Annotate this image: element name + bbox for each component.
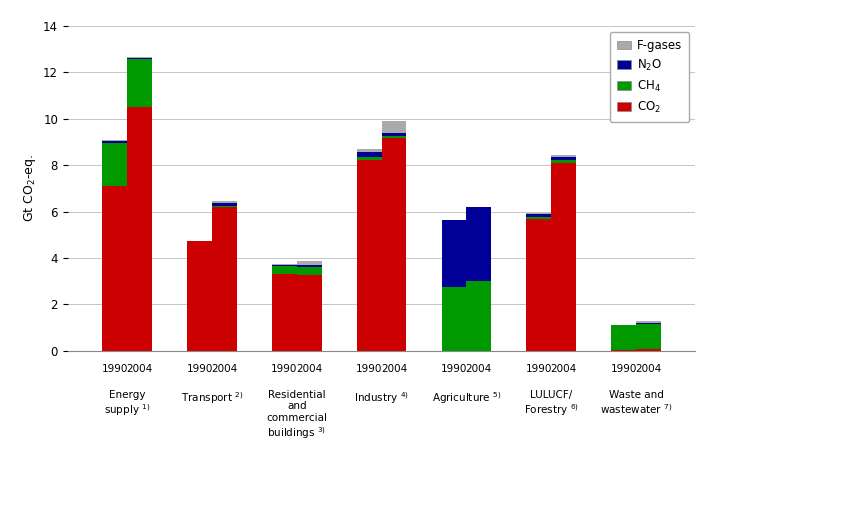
Bar bbox=[357, 152, 382, 157]
Bar bbox=[527, 217, 551, 219]
Text: 1990: 1990 bbox=[271, 364, 298, 374]
Text: LULUCF/
Forestry $^{6)}$: LULUCF/ Forestry $^{6)}$ bbox=[524, 390, 578, 418]
Bar bbox=[103, 140, 127, 141]
Text: Residential
and
commercial
buildings $^{3)}$: Residential and commercial buildings $^{… bbox=[266, 390, 327, 441]
Bar bbox=[127, 58, 152, 59]
Bar bbox=[382, 136, 406, 138]
Bar bbox=[551, 157, 576, 160]
Bar bbox=[636, 321, 661, 322]
Bar bbox=[527, 213, 551, 214]
Bar bbox=[297, 267, 321, 276]
Y-axis label: Gt CO$_2$-eq.: Gt CO$_2$-eq. bbox=[21, 154, 37, 222]
Bar bbox=[466, 207, 491, 281]
Bar bbox=[212, 206, 237, 207]
Bar bbox=[357, 160, 382, 351]
Text: 1990: 1990 bbox=[441, 364, 467, 374]
Text: Industry $^{4)}$: Industry $^{4)}$ bbox=[354, 390, 409, 406]
Bar bbox=[127, 59, 152, 107]
Bar bbox=[551, 163, 576, 351]
Bar bbox=[272, 265, 297, 266]
Bar bbox=[636, 324, 661, 349]
Text: 1990: 1990 bbox=[187, 364, 213, 374]
Bar bbox=[357, 149, 382, 152]
Bar bbox=[551, 155, 576, 157]
Bar bbox=[297, 265, 321, 267]
Text: 1990: 1990 bbox=[526, 364, 552, 374]
Bar bbox=[636, 322, 661, 324]
Bar bbox=[127, 107, 152, 351]
Bar bbox=[527, 214, 551, 217]
Legend: F-gases, N$_2$O, CH$_4$, CO$_2$: F-gases, N$_2$O, CH$_4$, CO$_2$ bbox=[610, 31, 689, 122]
Bar bbox=[212, 207, 237, 351]
Text: Waste and
wastewater $^{7)}$: Waste and wastewater $^{7)}$ bbox=[600, 390, 672, 416]
Bar bbox=[466, 281, 491, 351]
Bar bbox=[382, 138, 406, 351]
Bar bbox=[103, 186, 127, 351]
Bar bbox=[212, 203, 237, 206]
Bar bbox=[127, 57, 152, 58]
Bar bbox=[212, 201, 237, 203]
Text: 2004: 2004 bbox=[126, 364, 153, 374]
Text: 1990: 1990 bbox=[611, 364, 637, 374]
Bar bbox=[272, 264, 297, 265]
Bar bbox=[442, 220, 466, 287]
Text: 2004: 2004 bbox=[550, 364, 577, 374]
Bar bbox=[382, 133, 406, 136]
Bar bbox=[272, 266, 297, 275]
Bar bbox=[382, 121, 406, 133]
Text: 1990: 1990 bbox=[102, 364, 128, 374]
Bar bbox=[611, 325, 636, 350]
Bar bbox=[527, 219, 551, 351]
Bar bbox=[357, 157, 382, 160]
Bar bbox=[103, 141, 127, 143]
Bar bbox=[187, 240, 212, 351]
Bar bbox=[103, 143, 127, 186]
Bar bbox=[442, 287, 466, 351]
Bar bbox=[636, 349, 661, 351]
Text: 2004: 2004 bbox=[296, 364, 322, 374]
Text: 1990: 1990 bbox=[356, 364, 382, 374]
Text: Energy
supply $^{1)}$: Energy supply $^{1)}$ bbox=[104, 390, 150, 418]
Text: 2004: 2004 bbox=[466, 364, 492, 374]
Bar bbox=[551, 160, 576, 163]
Text: 2004: 2004 bbox=[211, 364, 237, 374]
Bar bbox=[611, 350, 636, 351]
Text: Transport $^{2)}$: Transport $^{2)}$ bbox=[181, 390, 243, 406]
Bar bbox=[272, 275, 297, 351]
Text: 2004: 2004 bbox=[381, 364, 407, 374]
Text: Agriculture $^{5)}$: Agriculture $^{5)}$ bbox=[432, 390, 501, 406]
Text: 2004: 2004 bbox=[635, 364, 661, 374]
Bar bbox=[297, 276, 321, 351]
Bar bbox=[297, 262, 321, 265]
